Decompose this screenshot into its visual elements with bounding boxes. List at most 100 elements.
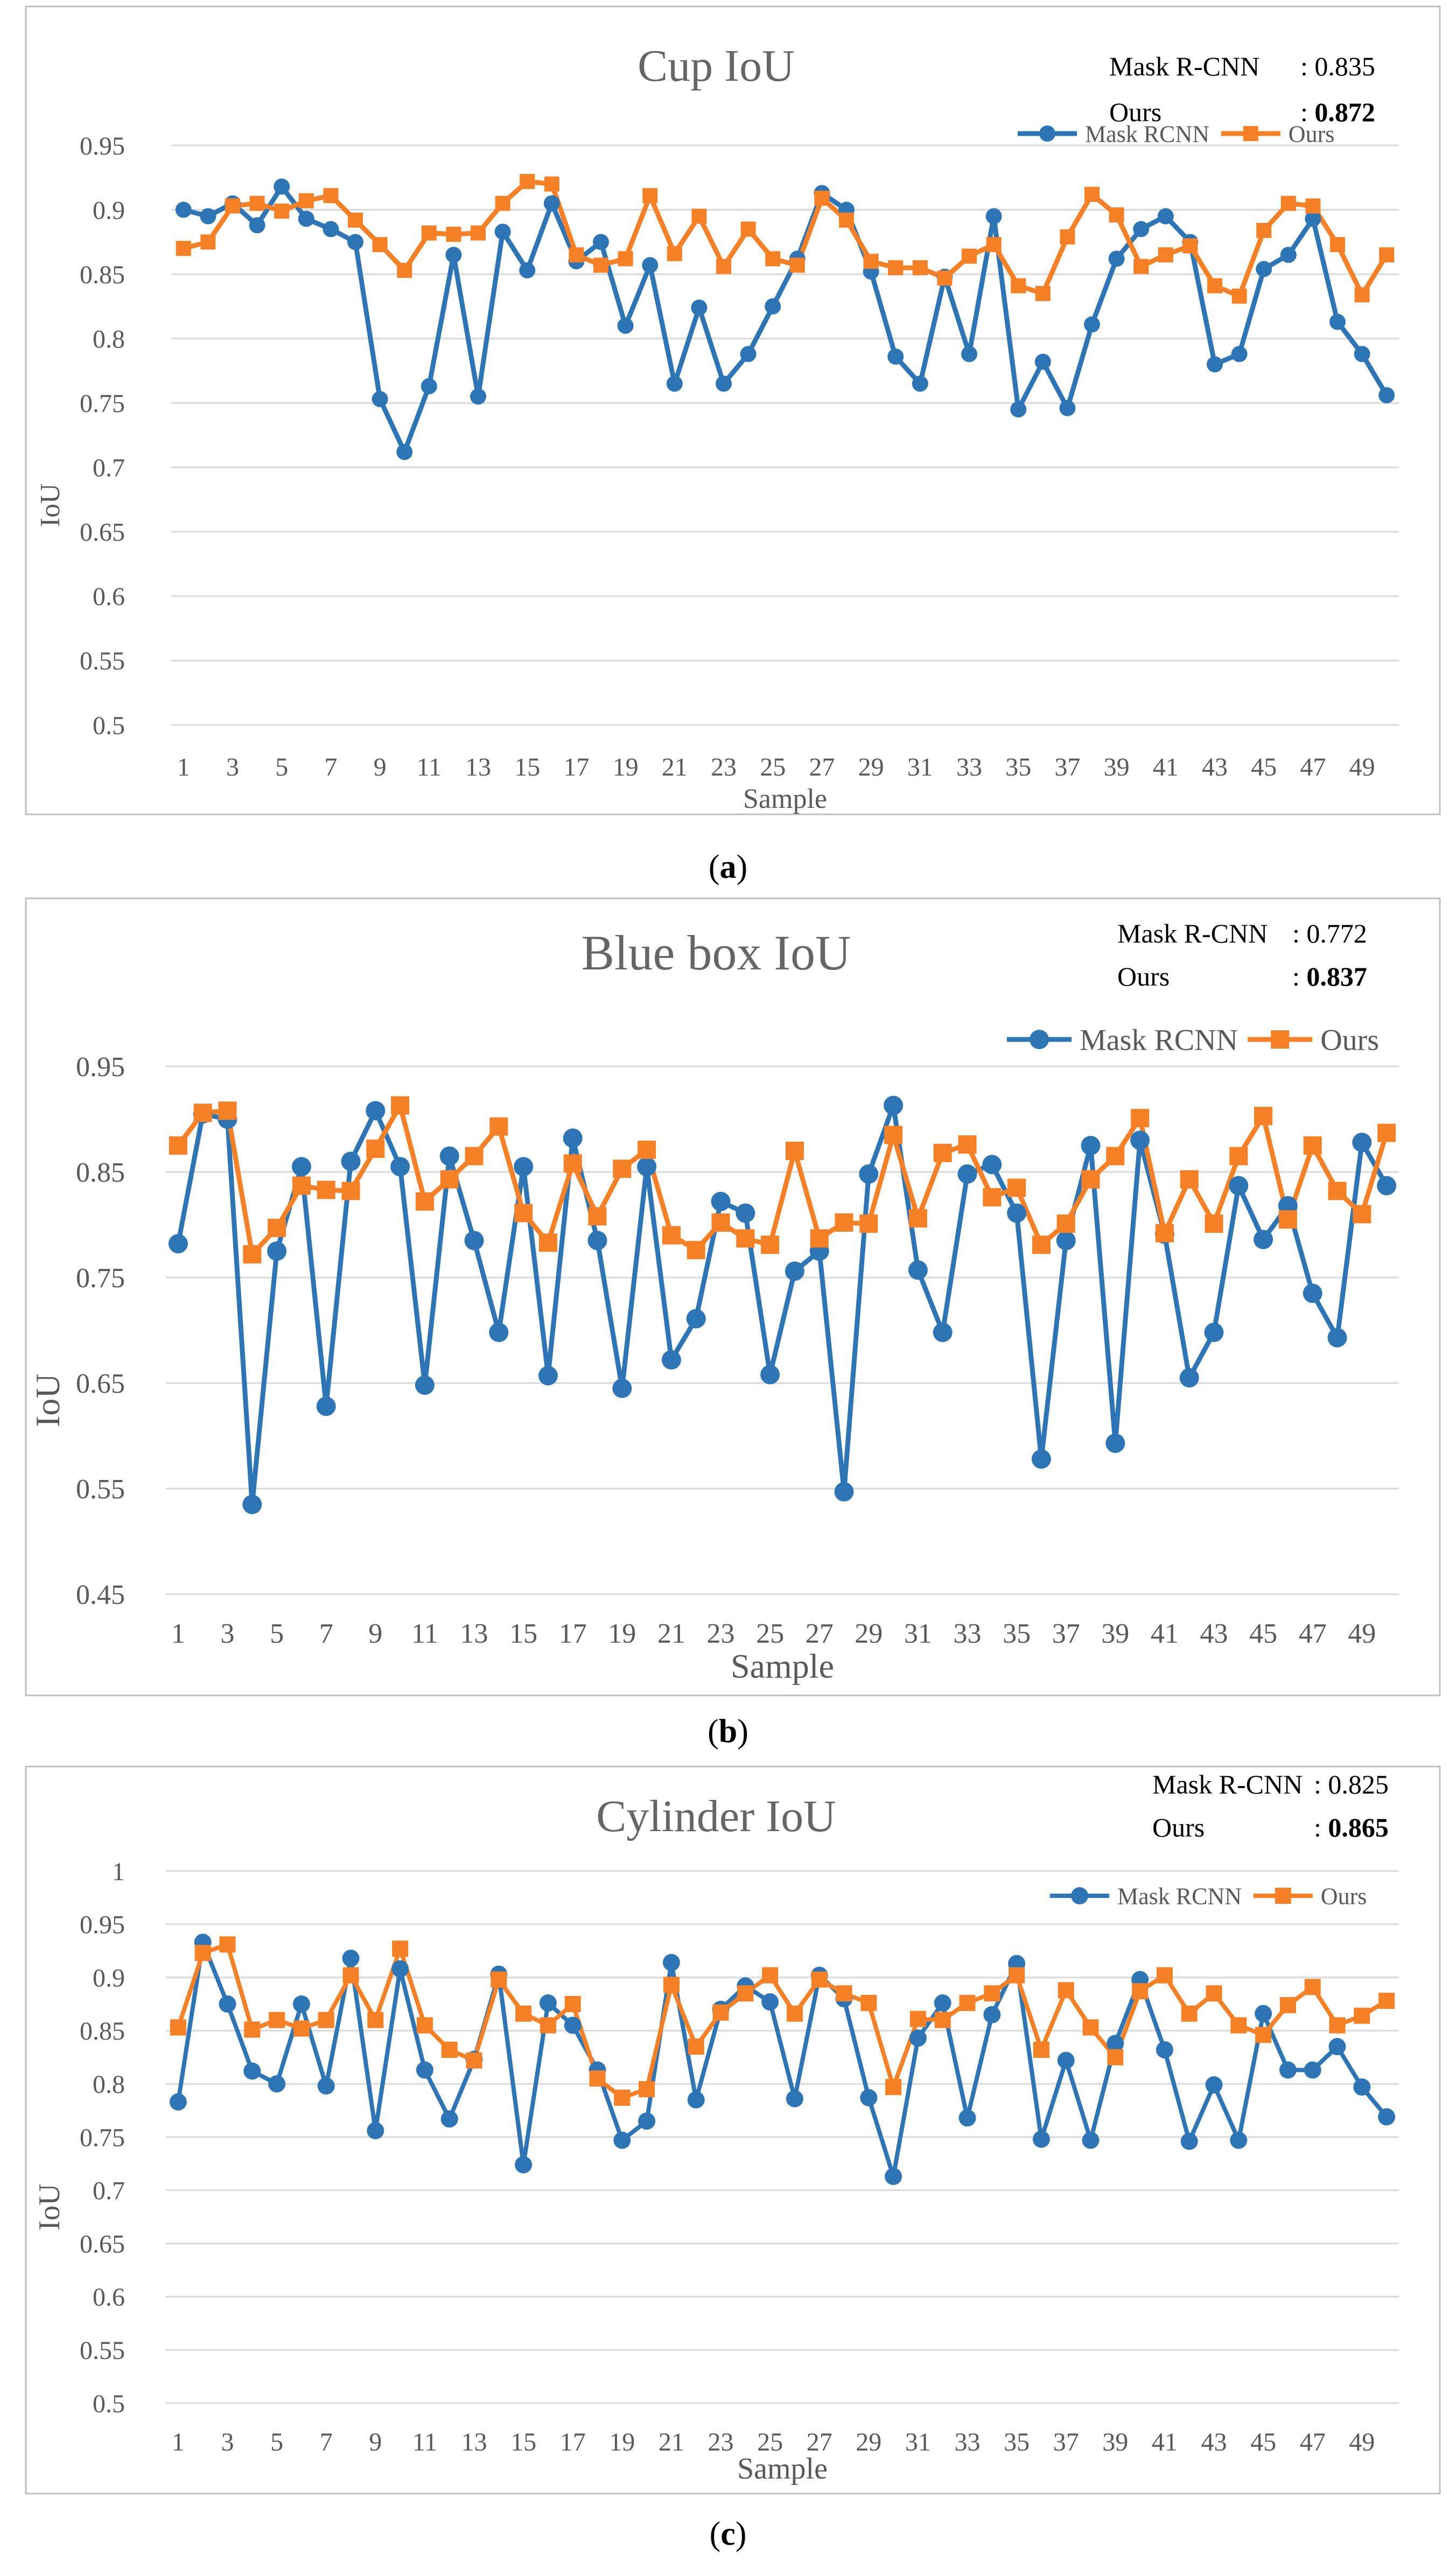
point-mask-rcnn [1057, 2051, 1075, 2069]
x-tick-label: 19 [613, 753, 639, 781]
point-mask-rcnn [243, 2062, 261, 2080]
point-mask-rcnn [274, 178, 290, 195]
point-ours [1082, 2019, 1099, 2036]
x-tick-label: 13 [460, 1618, 488, 1649]
y-tick-label: 0.75 [80, 389, 125, 418]
x-tick-label: 9 [368, 1618, 382, 1649]
point-mask-rcnn [1034, 353, 1051, 370]
point-ours [292, 1176, 311, 1195]
point-ours [1158, 247, 1173, 263]
legend-label: Ours [1321, 1883, 1367, 1909]
point-mask-rcnn [593, 234, 609, 250]
point-mask-rcnn [372, 391, 388, 408]
point-mask-rcnn [317, 2077, 335, 2095]
point-ours [1060, 229, 1075, 245]
point-ours [391, 1096, 410, 1115]
point-ours [638, 1140, 656, 1159]
point-mask-rcnn [564, 2016, 582, 2034]
point-mask-rcnn [1352, 1133, 1372, 1153]
x-tick-label: 37 [1052, 1618, 1080, 1649]
x-tick-label: 11 [412, 2428, 437, 2456]
point-ours [663, 1977, 680, 1993]
legend-label: Ours [1289, 121, 1335, 147]
point-ours [986, 237, 1002, 253]
point-ours [863, 254, 879, 269]
point-ours [959, 1995, 976, 2012]
x-tick-label: 23 [708, 2428, 734, 2456]
point-mask-rcnn [691, 299, 708, 316]
x-tick-label: 21 [657, 1618, 685, 1649]
point-mask-rcnn [985, 208, 1002, 225]
summary-mask-label: Mask R-CNN: 0.835 [1109, 51, 1375, 81]
point-ours [908, 1209, 927, 1228]
y-tick-label: 0.65 [76, 1369, 125, 1399]
point-mask-rcnn [543, 195, 560, 212]
point-mask-rcnn [912, 375, 928, 392]
x-tick-label: 27 [807, 2428, 832, 2456]
point-mask-rcnn [342, 1950, 360, 1967]
point-ours [814, 191, 830, 206]
point-mask-rcnn [860, 2089, 878, 2106]
point-mask-rcnn [367, 2122, 384, 2140]
point-ours [1131, 1109, 1150, 1128]
x-tick-label: 39 [1104, 753, 1130, 781]
point-mask-rcnn [617, 317, 634, 334]
x-tick-label: 21 [659, 2428, 684, 2456]
point-mask-rcnn [1254, 1230, 1273, 1249]
point-ours [1330, 237, 1345, 253]
point-ours [194, 1945, 211, 1961]
point-ours [1056, 1214, 1075, 1233]
x-tick-label: 15 [510, 2428, 536, 2456]
y-tick-label: 0.55 [76, 1474, 125, 1505]
x-tick-label: 1 [177, 753, 190, 781]
point-ours [984, 1985, 1000, 2002]
point-ours [593, 257, 608, 273]
x-tick-label: 33 [955, 2428, 981, 2456]
point-ours [268, 1218, 286, 1237]
point-ours [1256, 222, 1272, 238]
point-ours [589, 2070, 606, 2087]
point-mask-rcnn [391, 1960, 409, 1978]
point-ours [323, 188, 339, 204]
y-tick-label: 0.6 [93, 2283, 125, 2312]
point-mask-rcnn [445, 247, 462, 263]
point-ours [736, 1229, 755, 1248]
point-ours [1229, 1147, 1248, 1165]
point-mask-rcnn [1059, 400, 1076, 416]
point-ours [1081, 1170, 1100, 1189]
point-ours [564, 1996, 581, 2012]
x-tick-label: 3 [221, 2428, 234, 2456]
point-mask-rcnn [200, 208, 216, 225]
point-mask-rcnn [711, 1191, 731, 1211]
point-mask-rcnn [983, 2006, 1001, 2023]
point-ours [1205, 1214, 1223, 1233]
point-mask-rcnn [1378, 2108, 1396, 2126]
point-ours [1354, 2007, 1370, 2024]
point-ours [1133, 259, 1149, 274]
point-mask-rcnn [1056, 1231, 1076, 1251]
y-tick-label: 0.85 [80, 261, 125, 289]
point-mask-rcnn [957, 1164, 977, 1184]
point-ours [1156, 1967, 1173, 1984]
point-mask-rcnn [686, 1309, 706, 1329]
x-tick-label: 33 [956, 753, 982, 781]
x-tick-label: 21 [662, 753, 688, 781]
point-mask-rcnn [1207, 356, 1223, 373]
point-ours [765, 251, 781, 267]
point-mask-rcnn [539, 1994, 557, 2012]
point-mask-rcnn [267, 1241, 287, 1261]
point-ours [884, 1126, 903, 1144]
point-ours [441, 2041, 458, 2058]
point-ours [367, 2012, 384, 2028]
point-ours [785, 1141, 804, 1160]
x-tick-label: 37 [1053, 2428, 1079, 2456]
point-ours [317, 1181, 335, 1199]
y-axis-label: IoU [33, 2183, 66, 2230]
point-ours [642, 188, 658, 204]
point-mask-rcnn [736, 1203, 755, 1223]
x-tick-label: 49 [1349, 2428, 1375, 2456]
y-tick-label: 0.7 [93, 454, 125, 483]
